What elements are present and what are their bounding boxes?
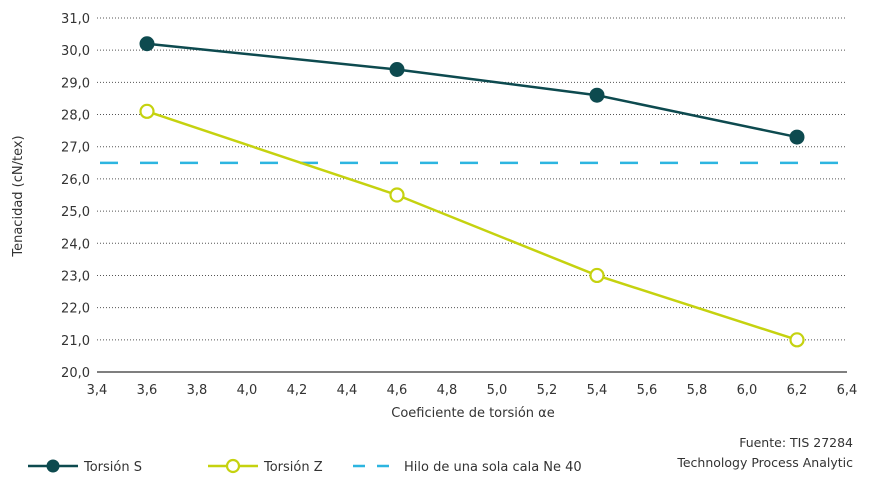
legend-label: Torsión S: [83, 460, 142, 475]
x-tick-label: 5,0: [487, 383, 508, 398]
x-tick-label: 4,4: [337, 383, 358, 398]
y-tick-label: 28,0: [61, 109, 90, 124]
y-tick-label: 22,0: [61, 302, 90, 317]
x-tick-label: 5,4: [587, 383, 608, 398]
y-tick-label: 26,0: [61, 173, 90, 188]
y-axis-title: Tenacidad (cN/tex): [11, 135, 26, 257]
series-line-1: [146, 42, 798, 139]
grid-lines: [97, 17, 847, 341]
data-point: [389, 187, 405, 203]
data-point: [589, 87, 605, 103]
y-tick-label: 25,0: [61, 205, 90, 220]
y-tick-label: 29,0: [61, 76, 90, 91]
x-tick-label: 5,8: [687, 383, 708, 398]
y-tick-label: 31,0: [61, 12, 90, 27]
data-point: [789, 332, 805, 348]
series-line-2: [146, 110, 798, 342]
legend-item-2: Torsión Z: [208, 458, 323, 475]
data-point: [389, 61, 405, 77]
x-tick-label: 4,8: [437, 383, 458, 398]
y-tick-label: 23,0: [61, 269, 90, 284]
x-tick-label: 6,0: [737, 383, 758, 398]
x-tick-label: 6,2: [787, 383, 808, 398]
y-tick-label: 30,0: [61, 44, 90, 59]
x-tick-label: 3,4: [87, 383, 108, 398]
source-line-1: Fuente: TIS 27284: [739, 435, 853, 450]
source-line-2: Technology Process Analytic: [676, 455, 853, 470]
series-layer: [139, 36, 805, 348]
x-tick-label: 3,6: [137, 383, 158, 398]
legend-item-3: Hilo de una sola cala Ne 40: [353, 460, 582, 475]
legend-swatch-marker: [225, 458, 241, 474]
data-point: [139, 103, 155, 119]
x-tick-label: 6,4: [837, 383, 858, 398]
tick-labels: 20,0 21,0 22,0 23,0 24,0 25,0 26,0 27,0 28,0 29,0…: [61, 12, 857, 398]
x-tick-label: 4,0: [237, 383, 258, 398]
y-tick-label: 27,0: [61, 141, 90, 156]
x-tick-label: 4,2: [287, 383, 308, 398]
y-tick-label: 20,0: [61, 366, 90, 381]
x-tick-label: 5,6: [637, 383, 658, 398]
y-tick-label: 21,0: [61, 334, 90, 349]
y-tick-label: 24,0: [61, 237, 90, 252]
data-point: [789, 129, 805, 145]
legend-label: Torsión Z: [263, 460, 323, 475]
data-point: [589, 267, 605, 284]
x-tick-label: 4,6: [387, 383, 408, 398]
x-axis-title: Coeficiente de torsión αe: [391, 406, 555, 421]
legend-item-1: Torsión S: [28, 459, 142, 475]
x-tick-label: 3,8: [187, 383, 208, 398]
x-tick-label: 5,2: [537, 383, 558, 398]
legend-label: Hilo de una sola cala Ne 40: [404, 460, 582, 475]
legend: Torsión S Torsión Z Hilo de una sola cala …: [28, 458, 582, 475]
data-point: [139, 36, 155, 52]
legend-swatch-marker: [46, 459, 60, 473]
